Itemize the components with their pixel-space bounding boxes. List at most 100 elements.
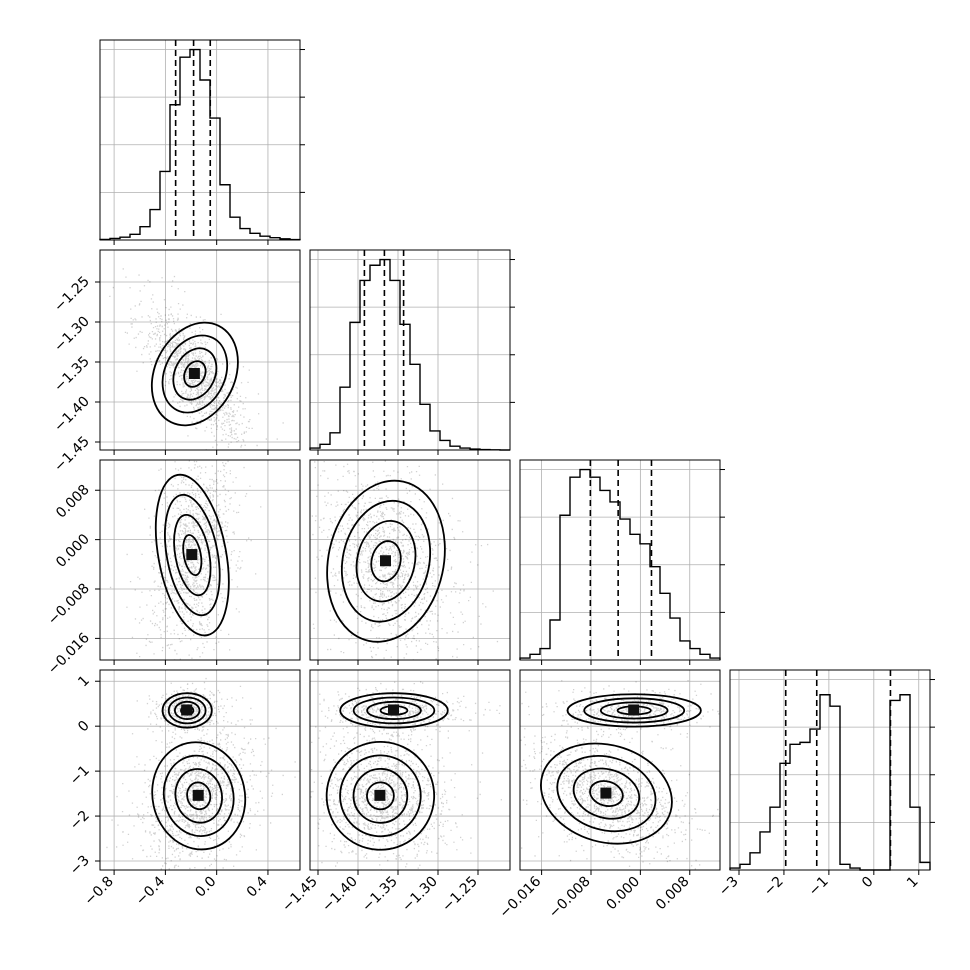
density-peak <box>181 704 193 716</box>
x-tick-label: −1.35 <box>359 874 401 916</box>
x-tick-label: −0.4 <box>133 873 168 908</box>
scatter-panel-3-1 <box>310 670 510 870</box>
contour-level <box>151 741 247 851</box>
panel-frame <box>519 669 721 871</box>
x-tick-label: 1 <box>904 874 922 892</box>
density-peak <box>192 789 204 801</box>
y-tick-label: 0.000 <box>53 531 93 571</box>
contour-level <box>352 696 436 725</box>
y-tick-label: −1.45 <box>51 434 93 476</box>
contour-level <box>326 479 446 643</box>
scatter-panel-1-0 <box>100 250 300 450</box>
panel-frame <box>309 459 511 661</box>
contour-level <box>339 754 422 838</box>
contour-level <box>172 347 218 401</box>
x-tick-label: −1.25 <box>439 874 481 916</box>
y-tick-label: −0.016 <box>45 630 93 678</box>
histogram-step <box>729 694 931 871</box>
panel-frame <box>729 669 931 871</box>
density-peak <box>380 555 391 567</box>
contour-level <box>340 499 432 623</box>
y-tick-label: −1.25 <box>51 274 93 316</box>
x-tick-label: −3 <box>716 874 742 900</box>
x-tick-label: −0.016 <box>496 873 544 921</box>
contour-level <box>599 701 669 720</box>
contour-level <box>164 493 221 617</box>
panel-frame <box>309 249 511 451</box>
x-tick-label: −0.008 <box>546 874 594 922</box>
contour-level <box>556 755 657 833</box>
contour-level <box>572 767 641 820</box>
x-tick-label: 0.0 <box>192 874 219 901</box>
contour-level <box>352 767 409 824</box>
panel-frame <box>519 459 721 661</box>
contour-level <box>339 692 449 729</box>
x-tick-label: 0.000 <box>604 874 644 914</box>
density-peak <box>188 368 200 379</box>
x-tick-label: −0.8 <box>82 874 117 909</box>
contour-level <box>540 742 673 845</box>
contour-level <box>173 513 212 597</box>
x-tick-label: −1.30 <box>399 874 441 916</box>
hist-panel-0 <box>99 39 305 241</box>
y-tick-label: −0.008 <box>45 581 93 629</box>
density-peak <box>628 704 640 716</box>
contour-level <box>154 473 230 637</box>
y-tick-label: −2 <box>67 808 93 834</box>
contour-level <box>167 696 207 725</box>
contour-level <box>162 754 235 837</box>
density-peak <box>388 704 399 716</box>
panel-frame <box>309 669 511 871</box>
panel-frame <box>99 459 301 661</box>
x-tick-label: −1.45 <box>279 874 321 916</box>
y-tick-label: −1.30 <box>51 314 93 356</box>
scatter-points <box>311 460 499 660</box>
contour-level <box>589 780 624 808</box>
contour-level <box>150 321 239 427</box>
hist-panel-2 <box>519 459 725 661</box>
hist-panel-1 <box>309 249 515 451</box>
y-tick-label: 0.008 <box>53 482 93 522</box>
density-peak <box>600 787 612 799</box>
histogram-step <box>99 48 301 241</box>
x-tick-label: 0 <box>859 874 877 892</box>
x-tick-label: −2 <box>761 874 787 900</box>
scatter-points <box>106 677 296 870</box>
scatter-panel-2-0 <box>100 460 300 660</box>
density-peak <box>186 549 198 561</box>
scatter-points <box>109 460 262 660</box>
hist-panel-3 <box>729 669 935 871</box>
x-tick-label: −1.40 <box>319 874 361 916</box>
contour-level <box>161 692 213 729</box>
contour-level <box>366 700 422 720</box>
scatter-panel-3-2 <box>520 670 720 870</box>
contour-level <box>566 693 702 728</box>
contour-level <box>325 741 436 851</box>
density-peak <box>374 789 386 801</box>
panel-frame <box>99 39 301 241</box>
histogram-step <box>519 468 721 660</box>
contour-level <box>370 540 402 583</box>
y-tick-label: −3 <box>67 853 93 879</box>
contour-level <box>161 334 229 414</box>
contour-level <box>366 781 395 811</box>
panel-frame <box>99 249 301 451</box>
contour-level <box>355 520 417 603</box>
contour-level <box>186 781 212 811</box>
y-tick-label: 0 <box>75 718 93 736</box>
y-tick-label: −1.40 <box>51 394 93 436</box>
scatter-panel-2-1 <box>310 460 510 660</box>
y-tick-label: −1 <box>67 763 93 789</box>
y-tick-label: 1 <box>75 673 93 691</box>
panel-frame <box>99 669 301 871</box>
x-tick-label: 0.4 <box>244 873 271 900</box>
x-tick-label: 0.008 <box>653 874 693 914</box>
scatter-panel-3-0 <box>100 670 300 870</box>
contour-level <box>174 768 223 824</box>
histogram-step <box>309 258 510 451</box>
contour-level <box>583 697 686 724</box>
contour-level <box>182 534 203 577</box>
contour-level <box>173 700 201 720</box>
contour-level <box>183 360 207 388</box>
